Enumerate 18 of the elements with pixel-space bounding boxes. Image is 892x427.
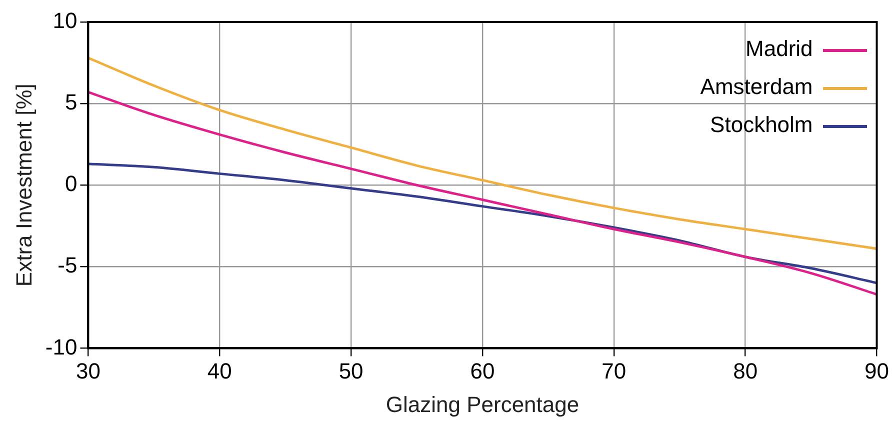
x-tick-label: 80 bbox=[733, 358, 758, 384]
x-tick-label: 70 bbox=[602, 358, 626, 384]
x-tick-label: 60 bbox=[470, 358, 495, 384]
y-tick-label: 0 bbox=[64, 171, 78, 196]
y-tick-label: 10 bbox=[52, 8, 78, 34]
x-tick-label: 40 bbox=[207, 358, 232, 384]
x-tick-label: 30 bbox=[76, 358, 100, 384]
line-series bbox=[88, 56, 877, 250]
legend-label: Amsterdam bbox=[700, 74, 813, 99]
x-tick-label: 90 bbox=[864, 358, 890, 384]
legend-label: Madrid bbox=[746, 36, 813, 61]
y-axis-title: Extra Investment [%] bbox=[11, 84, 36, 287]
legend-label: Stockholm bbox=[710, 112, 813, 137]
y-tick-label: -5 bbox=[58, 252, 78, 278]
y-tick-label: -10 bbox=[45, 334, 78, 360]
x-tick-label: 50 bbox=[338, 358, 364, 384]
x-axis-title: Glazing Percentage bbox=[386, 392, 580, 417]
y-tick-label: 5 bbox=[64, 90, 78, 115]
